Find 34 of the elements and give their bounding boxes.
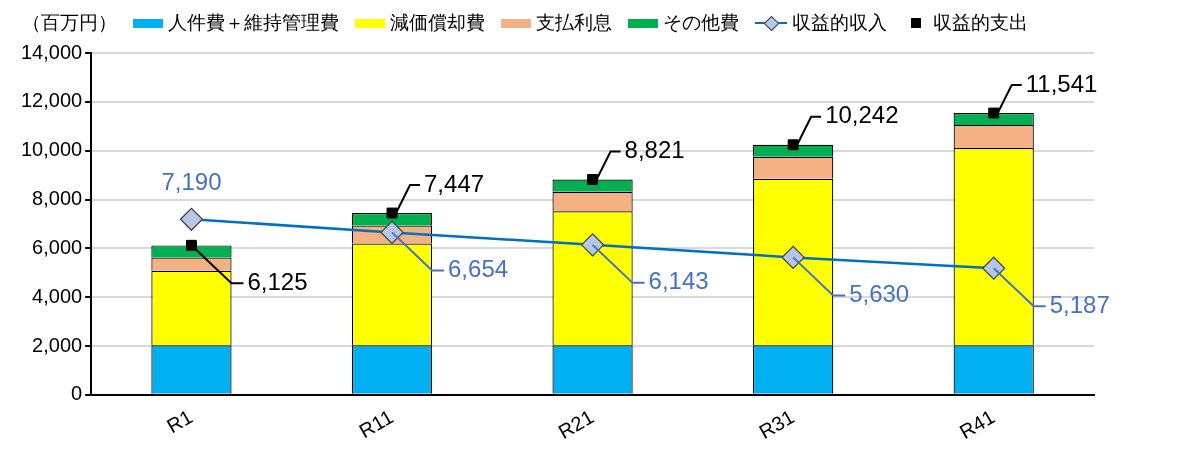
data-label: 10,242 [825,101,899,129]
x-tick-label: R11 [355,405,397,443]
data-label: 5,630 [849,280,910,308]
y-tick-label: 2,000 [32,333,83,356]
y-tick-label: 6,000 [32,235,83,258]
legend-label: 収益的収入 [792,11,887,35]
data-label: 8,821 [624,136,685,164]
y-tick-label: 4,000 [32,284,83,307]
point [787,139,799,151]
y-tick-label: 12,000 [21,89,83,112]
data-label: 7,190 [161,167,222,195]
data-label: 7,447 [424,169,485,197]
data-label: 6,125 [247,267,308,295]
y-axis-title: （百万円） [22,11,117,35]
point [988,107,1000,119]
legend-label: 減価償却費 [390,11,485,35]
legend-label: その他費 [663,11,739,35]
y-tick-label: 14,000 [21,40,83,63]
y-tick-label: 10,000 [21,138,83,161]
legend-label: 人件費＋維持管理費 [168,11,339,35]
legend-label: 収益的支出 [933,11,1028,35]
y-tick-label: 0 [71,382,83,405]
legend-label: 支払利息 [536,11,612,35]
point [587,174,599,185]
x-tick-label: R1 [163,405,197,438]
data-label: 6,143 [648,267,709,295]
point [386,207,398,219]
data-label: 11,541 [1025,69,1098,97]
data-label: 6,654 [448,255,509,283]
x-tick-label: R21 [554,405,598,443]
y-tick-label: 8,000 [32,187,83,210]
data-label: 5,187 [1049,290,1110,318]
x-tick-label: R41 [955,405,999,443]
x-tick-label: R31 [755,405,798,443]
